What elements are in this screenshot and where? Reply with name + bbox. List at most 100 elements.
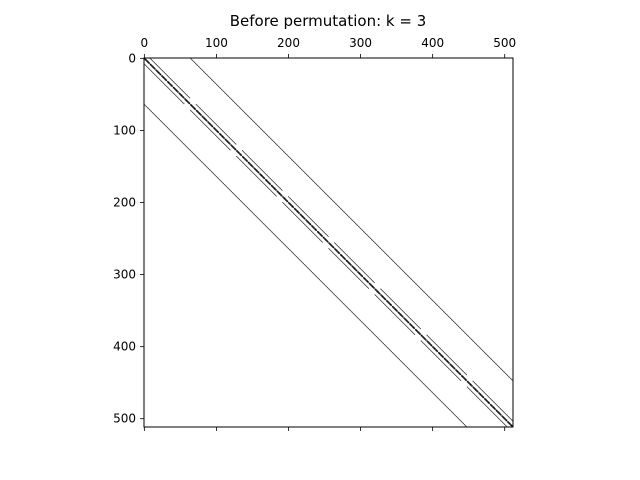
nonzero-marker [251, 119, 253, 121]
nonzero-marker [247, 161, 248, 162]
nonzero-marker [234, 148, 235, 149]
nonzero-marker [409, 323, 410, 324]
nonzero-marker [502, 416, 504, 417]
nonzero-marker [368, 236, 370, 238]
nonzero-marker [450, 370, 452, 371]
nonzero-marker [345, 265, 347, 267]
nonzero-marker [438, 398, 440, 400]
nonzero-marker [291, 211, 293, 213]
nonzero-marker [456, 364, 458, 366]
nonzero-marker [412, 326, 414, 328]
nonzero-marker [481, 395, 483, 397]
nonzero-marker [289, 197, 291, 199]
nonzero-marker [320, 233, 322, 235]
nonzero-marker [181, 95, 183, 97]
nonzero-marker [159, 73, 161, 74]
nonzero-marker [218, 86, 220, 88]
nonzero-marker [156, 65, 158, 66]
nonzero-marker [311, 231, 313, 233]
nonzero-marker [474, 388, 475, 389]
nonzero-marker [453, 321, 455, 323]
nonzero-marker [187, 101, 189, 103]
nonzero-marker [226, 145, 227, 147]
nonzero-marker [398, 312, 400, 314]
nonzero-marker [210, 124, 212, 126]
nonzero-marker [455, 369, 457, 371]
nonzero-marker [269, 137, 271, 139]
nonzero-marker [396, 304, 398, 306]
nonzero-marker [407, 321, 408, 323]
nonzero-marker [202, 110, 204, 112]
nonzero-marker [458, 366, 459, 368]
nonzero-marker [365, 285, 367, 287]
nonzero-marker [163, 123, 165, 125]
nonzero-marker [408, 321, 410, 323]
nonzero-marker [271, 139, 273, 141]
nonzero-marker [244, 153, 246, 154]
nonzero-marker [438, 398, 439, 399]
nonzero-marker [217, 132, 219, 133]
nonzero-marker [210, 130, 212, 132]
nonzero-marker [209, 169, 211, 171]
nonzero-marker [357, 271, 359, 273]
nonzero-marker [213, 173, 215, 175]
nonzero-marker [158, 118, 160, 120]
nonzero-marker [218, 178, 219, 180]
nonzero-marker [410, 324, 412, 326]
nonzero-marker [188, 148, 190, 150]
nonzero-marker [460, 420, 462, 422]
nonzero-marker [429, 344, 431, 345]
nonzero-marker [376, 336, 377, 337]
nonzero-marker [217, 177, 219, 179]
nonzero-marker [417, 377, 418, 379]
nonzero-marker [330, 243, 332, 245]
nonzero-marker [413, 328, 415, 330]
nonzero-marker [254, 215, 256, 216]
nonzero-marker [388, 297, 390, 299]
nonzero-marker [323, 191, 325, 193]
nonzero-marker [193, 106, 195, 108]
nonzero-marker [313, 228, 315, 229]
nonzero-marker [494, 362, 496, 363]
nonzero-marker [449, 357, 451, 359]
nonzero-marker [354, 222, 356, 224]
nonzero-marker [378, 291, 379, 293]
nonzero-marker [154, 67, 155, 69]
nonzero-marker [220, 133, 222, 135]
nonzero-marker [461, 375, 463, 377]
nonzero-marker [392, 260, 394, 262]
nonzero-marker [167, 81, 169, 83]
nonzero-marker [461, 375, 463, 376]
nonzero-marker [150, 70, 152, 72]
nonzero-marker [301, 261, 302, 262]
nonzero-marker [240, 108, 242, 110]
nonzero-marker [271, 185, 273, 187]
nonzero-marker [336, 204, 338, 206]
nonzero-marker [241, 155, 243, 157]
nonzero-marker [327, 195, 329, 197]
nonzero-marker [296, 211, 298, 213]
nonzero-marker [303, 212, 305, 213]
nonzero-marker [247, 160, 248, 162]
nonzero-marker [507, 421, 508, 423]
nonzero-marker [445, 313, 447, 314]
nonzero-marker [450, 364, 452, 366]
nonzero-marker [372, 280, 374, 282]
nonzero-marker [348, 216, 350, 218]
nonzero-marker [283, 243, 284, 244]
nonzero-marker [184, 92, 186, 94]
nonzero-marker [238, 106, 240, 108]
nonzero-marker [333, 293, 335, 295]
x-axis: 0 100 200 300 400 500 [141, 36, 516, 431]
nonzero-marker [374, 288, 376, 290]
nonzero-marker [328, 196, 330, 198]
nonzero-marker [295, 203, 297, 205]
nonzero-marker [300, 215, 302, 216]
nonzero-marker [315, 275, 317, 277]
nonzero-marker [224, 184, 226, 186]
nonzero-marker [265, 184, 266, 186]
nonzero-marker [194, 108, 196, 110]
nonzero-marker [499, 408, 501, 410]
nonzero-marker [348, 261, 350, 263]
nonzero-marker [454, 322, 456, 324]
